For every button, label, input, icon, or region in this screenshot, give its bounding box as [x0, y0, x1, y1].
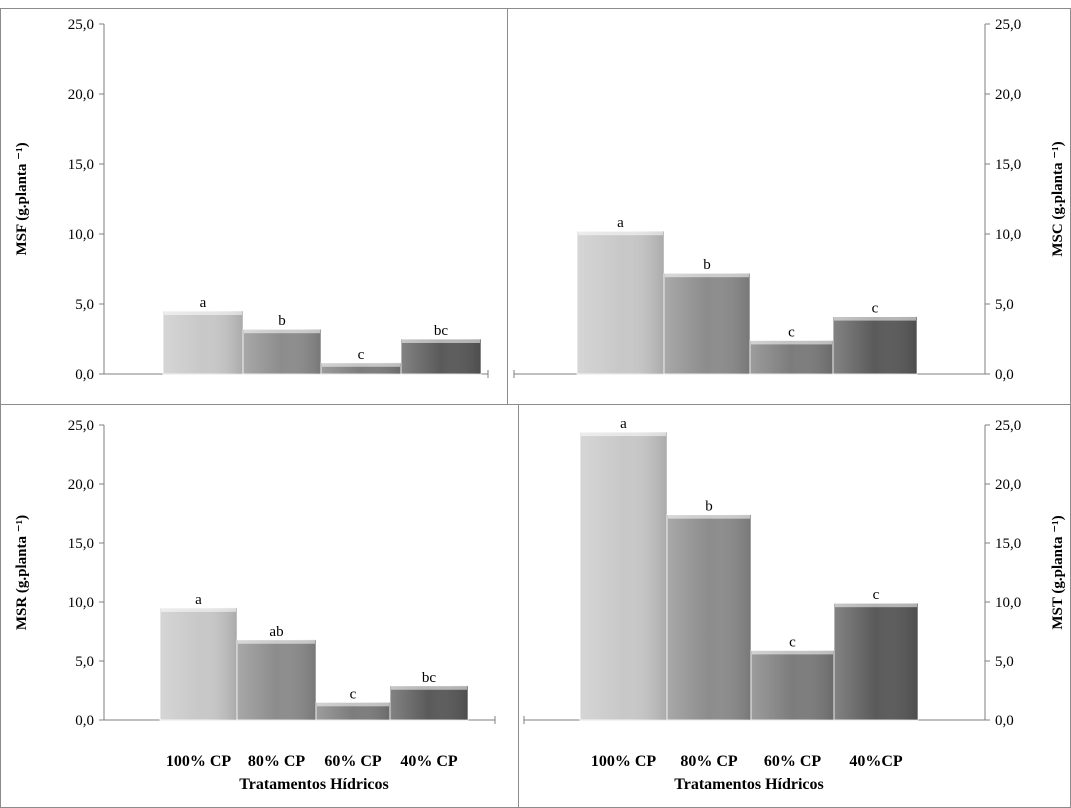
y-tick-label: 5,0 — [995, 297, 1014, 313]
bar-letter-label: c — [350, 686, 357, 702]
bar-top-highlight-4 — [834, 316, 916, 321]
bar-shade-3 — [316, 702, 390, 720]
bar-letter-label: c — [873, 587, 880, 603]
bar-top-highlight-1 — [581, 432, 666, 437]
bar-top-highlight-4 — [835, 603, 917, 608]
x-category-label: 80% CP — [680, 753, 738, 770]
bar-letter-label: a — [200, 295, 207, 311]
y-tick-label: 20,0 — [68, 477, 94, 493]
x-axis-title: Tratamentos Hídricos — [674, 776, 823, 793]
bar-shade-1 — [580, 432, 667, 720]
x-category-label: 40%CP — [849, 753, 903, 770]
bar-letter-label: c — [358, 347, 365, 363]
bar-top-highlight-4 — [402, 339, 480, 343]
bar-shade-3 — [750, 340, 833, 374]
y-tick-label: 25,0 — [995, 418, 1021, 434]
y-tick-label: 5,0 — [75, 297, 94, 313]
bar-top-highlight-4 — [391, 685, 467, 690]
y-tick-label: 10,0 — [995, 227, 1021, 243]
y-tick-label: 15,0 — [995, 157, 1021, 173]
y-axis-title: MSF (g.planta ⁻¹) — [14, 142, 30, 255]
x-category-label: 60% CP — [324, 753, 382, 770]
bar-letter-label: b — [705, 499, 713, 515]
bar-letter-label: bc — [422, 670, 437, 686]
bar-letter-label: b — [703, 257, 711, 273]
y-tick-label: 5,0 — [75, 654, 94, 670]
bar-letter-label: c — [872, 301, 879, 317]
y-axis-title: MSR (g.planta ⁻¹) — [14, 515, 30, 630]
y-tick-label: 10,0 — [68, 227, 94, 243]
bar-shade-3 — [321, 362, 401, 374]
bar-top-highlight-2 — [668, 514, 750, 519]
bar-shade-1 — [577, 231, 664, 374]
bar-shade-4 — [834, 603, 918, 720]
x-category-label: 80% CP — [248, 753, 306, 770]
y-tick-label: 0,0 — [995, 367, 1014, 383]
bar-top-highlight-2 — [665, 273, 749, 278]
bar-shade-1 — [163, 311, 243, 374]
x-category-label: 100% CP — [591, 753, 657, 770]
bar-letter-label: c — [788, 324, 795, 340]
bar-letter-label: c — [789, 634, 796, 650]
chart-panel-bottom-right: 0,0 5,0 10,0 15,0 20,0 25,0 MST (g.planta ⁻¹) a… — [523, 416, 1066, 793]
bar-shade-4 — [833, 316, 917, 374]
bar-top-highlight-3 — [317, 702, 389, 707]
chart-panel-top-right: 0,0 5,0 10,0 15,0 20,0 25,0 MSC (g.planta ⁻¹) a… — [513, 17, 1066, 383]
bar-letter-label: b — [278, 313, 286, 329]
x-axis-title: Tratamentos Hídricos — [239, 776, 388, 793]
y-tick-label: 25,0 — [68, 17, 94, 33]
y-tick-label: 0,0 — [75, 367, 94, 383]
bar-top-highlight-3 — [322, 362, 400, 367]
bar-top-highlight-2 — [244, 329, 320, 334]
chart-panel-bottom-left: 0,0 5,0 10,0 15,0 20,0 25,0 MSR (g.planta ⁻¹) a… — [14, 418, 496, 793]
bar-shade-4 — [390, 685, 468, 720]
bar-shade-4 — [401, 339, 481, 374]
y-tick-label: 10,0 — [995, 595, 1021, 611]
x-category-label: 60% CP — [764, 753, 822, 770]
bar-shade-2 — [243, 329, 321, 374]
bar-shade-1 — [160, 607, 237, 720]
x-category-label: 100% CP — [166, 753, 232, 770]
y-tick-label: 0,0 — [75, 713, 94, 729]
bar-letter-label: ab — [269, 624, 283, 640]
y-tick-label: 15,0 — [68, 536, 94, 552]
bar-shade-2 — [667, 514, 751, 720]
chart-panel-top-left: 0,0 5,0 10,0 15,0 20,0 25,0 MSF (g.planta ⁻¹) a… — [14, 17, 489, 383]
y-tick-label: 20,0 — [68, 87, 94, 103]
bar-top-highlight-1 — [164, 311, 242, 315]
y-tick-label: 20,0 — [995, 477, 1021, 493]
bar-letter-label: a — [617, 215, 624, 231]
y-tick-label: 25,0 — [68, 418, 94, 434]
bar-shade-3 — [751, 650, 834, 720]
bar-top-highlight-3 — [751, 340, 832, 345]
bar-letter-label: a — [195, 592, 202, 608]
y-tick-label: 15,0 — [995, 536, 1021, 552]
y-axis-title: MSC (g.planta ⁻¹) — [1050, 141, 1066, 256]
y-tick-label: 15,0 — [68, 157, 94, 173]
y-tick-label: 10,0 — [68, 595, 94, 611]
x-category-label: 40% CP — [400, 753, 458, 770]
bar-top-highlight-1 — [161, 607, 236, 612]
y-tick-label: 0,0 — [995, 713, 1014, 729]
y-tick-label: 25,0 — [995, 17, 1021, 33]
bar-top-highlight-1 — [578, 231, 663, 236]
bar-shade-2 — [664, 273, 750, 374]
bar-letter-label: bc — [434, 323, 449, 339]
y-tick-label: 5,0 — [995, 654, 1014, 670]
bar-shade-2 — [237, 639, 316, 720]
y-axis-title: MST (g.planta ⁻¹) — [1050, 515, 1066, 629]
bar-top-highlight-2 — [238, 639, 315, 644]
bar-top-highlight-3 — [752, 650, 833, 655]
y-tick-label: 20,0 — [995, 87, 1021, 103]
bar-letter-label: a — [620, 416, 627, 432]
